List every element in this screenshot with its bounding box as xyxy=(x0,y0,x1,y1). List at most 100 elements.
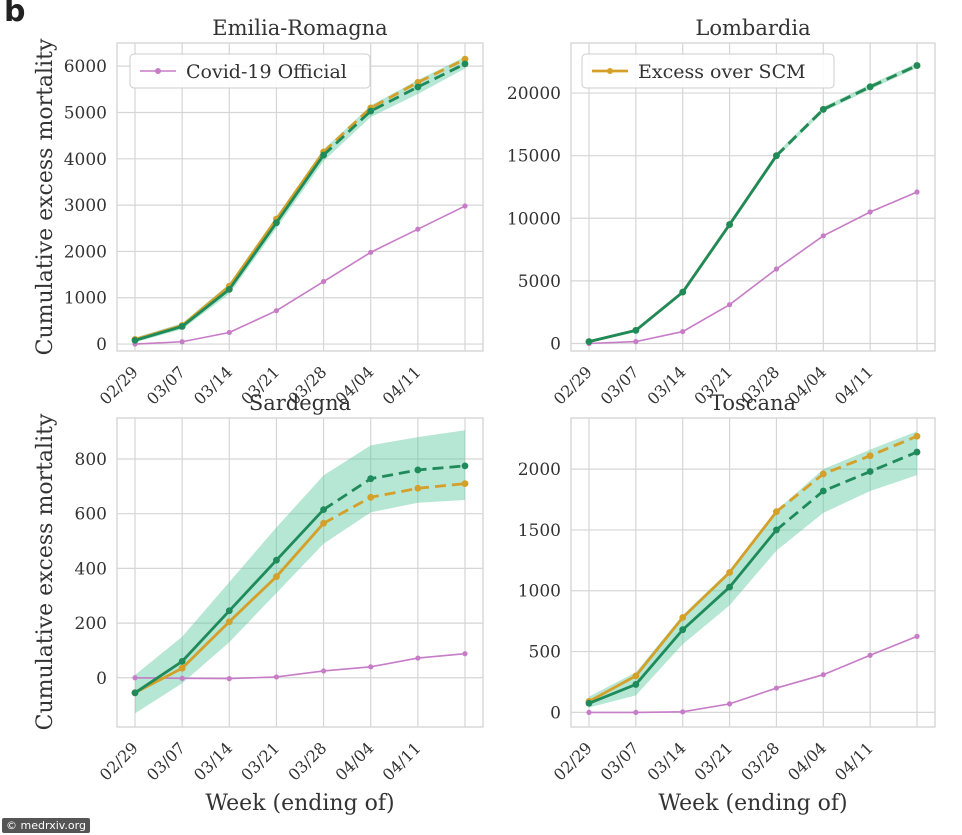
panel1-y-tick-label: 15000 xyxy=(507,147,561,167)
panel0-x-tick-label: 02/29 xyxy=(96,362,142,408)
panel3-x-tick-label: 02/29 xyxy=(550,738,596,784)
panel3-excess-point xyxy=(913,432,921,440)
panel3-synth-point xyxy=(819,487,827,495)
panel0-official-point xyxy=(226,329,232,336)
panel1-x-tick-label: 03/07 xyxy=(597,362,643,408)
panel1-synth-point xyxy=(819,105,827,113)
panel0-x-tick-label: 03/14 xyxy=(190,362,236,408)
panel0-y-tick-label: 2000 xyxy=(64,242,107,262)
panel2-excess-point xyxy=(225,618,233,626)
panel0-y-tick-label: 0 xyxy=(96,335,107,355)
panel2-official-point xyxy=(415,655,421,661)
panel3-x-tick-label: 04/04 xyxy=(784,738,830,784)
panel0-frame xyxy=(116,42,484,352)
panel1-official-point xyxy=(633,339,639,345)
panel3-synth-point xyxy=(773,526,780,534)
panel3-synth-point xyxy=(585,699,593,707)
panel1-synth-point xyxy=(773,152,780,160)
panel3-x-tick-label: 03/14 xyxy=(644,738,690,784)
panel2-official-point xyxy=(368,664,374,670)
panel0-legend-box xyxy=(129,53,371,89)
panel3-synth-point xyxy=(866,468,874,475)
panel3-excess-point xyxy=(726,569,733,576)
panel1-official-point xyxy=(914,189,920,195)
panel3-excess-point xyxy=(773,508,780,516)
panel1-synth-point xyxy=(585,338,593,346)
panel2-x-tick-label: 03/28 xyxy=(284,738,330,784)
panel2-synth-point xyxy=(273,556,280,564)
panel2-y-tick-label: 200 xyxy=(75,614,107,634)
panel3-official-point xyxy=(726,701,733,707)
panel3-excess-line-dashed xyxy=(775,434,918,513)
panel2-official-point xyxy=(179,675,185,681)
panel3-official-point xyxy=(914,633,920,639)
panel1-synth-line-dashed xyxy=(775,64,918,157)
panel2-y-tick-label: 400 xyxy=(75,559,107,579)
panel1-official-point xyxy=(820,233,826,239)
panel0-synth-point xyxy=(461,60,469,68)
panel1-official-point xyxy=(867,209,873,215)
panel3-y-tick-label: 1000 xyxy=(518,582,561,602)
panel2-y-tick-label: 600 xyxy=(75,505,107,525)
panel3-x-tick-label: 03/07 xyxy=(597,738,643,784)
panel0-ci-band xyxy=(135,56,465,343)
y-axis-label-bottom: Cumulative excess mortality xyxy=(33,413,58,730)
panel0-y-tick-label: 1000 xyxy=(64,289,107,309)
panel3-y-tick-label: 500 xyxy=(529,643,561,663)
panel2-synth-point xyxy=(131,689,139,697)
panel0-official-point xyxy=(179,339,185,345)
panel2-ci-band xyxy=(135,430,465,714)
panel3-excess-point xyxy=(632,672,640,680)
panel2-x-tick-label: 04/11 xyxy=(379,738,425,784)
panel0-legend-marker xyxy=(155,68,161,74)
panel3-synth-point xyxy=(726,583,733,591)
panel2-excess-point xyxy=(461,480,469,488)
panel2-official-point xyxy=(462,651,468,657)
panel0-official-line xyxy=(134,205,466,345)
panel2-excess-point xyxy=(367,493,375,501)
panel2-synth-line-dashed xyxy=(322,464,466,511)
panel0-synth-point xyxy=(131,336,139,344)
x-axis-label-right: Week (ending of) xyxy=(658,791,847,816)
panel2-x-tick-label: 02/29 xyxy=(96,738,142,784)
panel0-y-tick-label: 4000 xyxy=(64,150,107,170)
panel0-legend-label: Covid-19 Official xyxy=(186,61,347,83)
panel3-ci-band xyxy=(589,431,917,708)
x-axis-label-left: Week (ending of) xyxy=(205,791,394,816)
panel3-official-line xyxy=(589,635,918,714)
panel3-official-point xyxy=(680,709,686,715)
panel1-official-line xyxy=(588,191,918,345)
panel3-official-point xyxy=(773,685,780,691)
panel3-x-tick-label: 04/11 xyxy=(831,738,877,784)
panel0-synth-point xyxy=(273,219,280,227)
panel3-y-tick-label: 2000 xyxy=(518,460,561,480)
panel3-synth-line-dashed xyxy=(775,450,918,531)
panel1-title: Lombardia xyxy=(695,16,810,40)
panel2-x-tick-label: 03/21 xyxy=(237,738,283,784)
panel0-title: Emilia-Romagna xyxy=(212,16,387,40)
panel0-synth-point xyxy=(367,107,375,115)
panel0-y-tick-label: 5000 xyxy=(64,103,107,123)
panel3-title: Toscana xyxy=(710,391,796,415)
panel2-x-tick-label: 03/14 xyxy=(190,738,236,784)
panel3-synth-point xyxy=(679,626,687,634)
panel2-x-tick-label: 04/04 xyxy=(332,738,378,784)
panel1-x-tick-label: 03/14 xyxy=(644,362,690,408)
panel2-x-tick-label: 03/07 xyxy=(143,738,189,784)
panel1-legend-box xyxy=(581,53,835,89)
panel3-excess-point xyxy=(679,614,687,621)
panel2-synth-point xyxy=(461,462,469,470)
panel1-y-tick-label: 10000 xyxy=(507,209,561,229)
panel2-excess-point xyxy=(320,519,327,527)
panel0-official-point xyxy=(320,278,327,285)
panel0-y-tick-label: 3000 xyxy=(64,196,107,216)
panel2-official-point xyxy=(132,675,138,681)
panel3-official-point xyxy=(633,709,639,716)
panel3-synth-point xyxy=(913,448,921,456)
panel2-synth-point xyxy=(320,506,327,514)
panel2-synth-point xyxy=(178,657,186,665)
panel0-y-tick-label: 6000 xyxy=(64,57,107,77)
panel0-synth-point xyxy=(178,323,186,330)
